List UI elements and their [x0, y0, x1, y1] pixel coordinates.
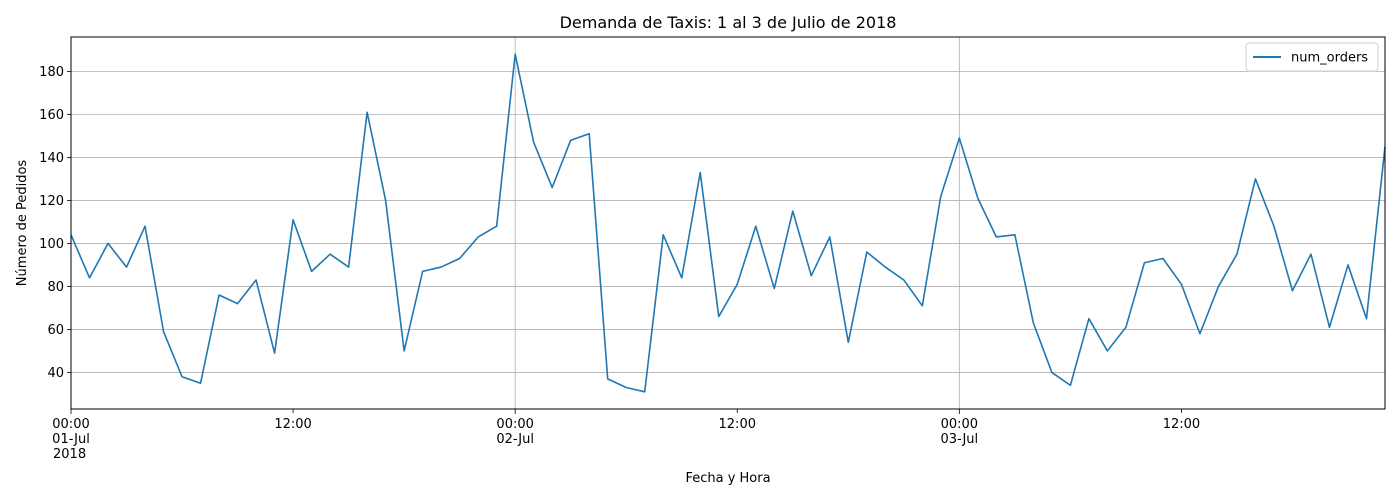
x-tick-label: 12:00 — [274, 417, 311, 432]
x-axis-title: Fecha y Hora — [685, 471, 770, 486]
y-tick-label: 100 — [39, 237, 64, 252]
y-tick-label: 40 — [47, 366, 64, 381]
legend: num_orders — [1245, 42, 1379, 72]
x-tick-label: 12:00 — [719, 417, 756, 432]
x-tick-label: 01-Jul — [52, 432, 90, 447]
y-tick-label: 180 — [39, 65, 64, 80]
x-tick-label: 02-Jul — [496, 432, 534, 447]
y-tick-label: 160 — [39, 108, 64, 123]
x-tick-label: 12:00 — [1163, 417, 1200, 432]
series-line-num_orders — [70, 53, 1386, 393]
legend-label: num_orders — [1291, 51, 1368, 66]
x-tick-label: 00:00 — [496, 417, 533, 432]
grid — [71, 37, 1385, 409]
x-tick-label: 03-Jul — [941, 432, 979, 447]
y-tick-label: 60 — [47, 323, 64, 338]
x-tick-label: 00:00 — [941, 417, 978, 432]
y-tick-label: 80 — [47, 280, 64, 295]
series-layer — [70, 53, 1386, 393]
plot-area-frame — [70, 36, 1386, 410]
legend-box — [1245, 42, 1379, 72]
x-tick-label: 00:00 — [52, 417, 89, 432]
y-axis: 40 60 80 100 120 140 160 180 — [39, 65, 71, 381]
y-tick-label: 120 — [39, 194, 64, 209]
x-tick-label: 2018 — [53, 447, 86, 462]
y-axis-title: Número de Pedidos — [15, 160, 30, 287]
chart-title: Demanda de Taxis: 1 al 3 de Julio de 201… — [560, 13, 897, 32]
y-tick-label: 140 — [39, 151, 64, 166]
